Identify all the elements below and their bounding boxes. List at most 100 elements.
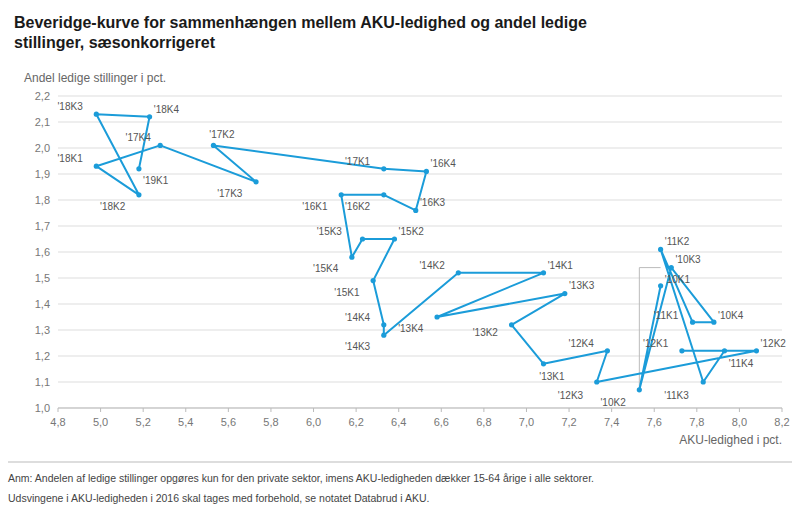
point-label: '15K2 [399, 226, 425, 237]
point-label: '14K1 [548, 260, 574, 271]
point [658, 283, 663, 288]
x-tick [569, 408, 570, 412]
y-tick-label: 2,1 [35, 116, 50, 128]
point-label: '18K3 [57, 101, 83, 112]
point [381, 166, 386, 171]
point-label: '14K4 [345, 312, 371, 323]
plot-area [94, 112, 759, 393]
y-tick-label: 1,1 [35, 376, 50, 388]
x-tick [526, 408, 527, 412]
point-label: '16K1 [302, 201, 328, 212]
point [136, 166, 141, 171]
point [136, 192, 141, 197]
point-label: '14K3 [345, 341, 371, 352]
x-tick-label: 7,0 [519, 416, 534, 428]
x-tick-label: 8,2 [774, 416, 789, 428]
point [434, 314, 439, 319]
point [94, 112, 99, 117]
point [509, 322, 514, 327]
point-label: '16K4 [431, 158, 457, 169]
x-tick [654, 408, 655, 412]
point-label: '15K3 [317, 226, 343, 237]
x-tick-label: 5,6 [221, 416, 236, 428]
point-label: '10K1 [665, 274, 691, 285]
point [605, 348, 610, 353]
point-label: '12K4 [568, 338, 594, 349]
grid [58, 96, 782, 408]
grid-line [58, 252, 782, 253]
x-tick [58, 408, 59, 412]
x-axis-line [58, 408, 782, 409]
x-tick-label: 7,2 [561, 416, 576, 428]
point-label: '12K3 [558, 390, 584, 401]
x-tick-label: 5,4 [178, 416, 193, 428]
point [381, 333, 386, 338]
point-label: '17K4 [125, 132, 151, 143]
y-tick-label: 2,2 [35, 90, 50, 102]
point [349, 255, 354, 260]
point-label: '12K2 [761, 338, 787, 349]
point [658, 247, 663, 252]
point-label: '15K4 [313, 263, 339, 274]
y-tick-label: 1,7 [35, 220, 50, 232]
point [711, 320, 716, 325]
grid-line [58, 96, 782, 97]
x-tick [696, 408, 697, 412]
point [722, 348, 727, 353]
point-label: '16K2 [345, 201, 371, 212]
y-tick-label: 1,9 [35, 168, 50, 180]
point [381, 192, 386, 197]
x-tick [356, 408, 357, 412]
y-tick-label: 2,0 [35, 142, 50, 154]
point-label: '15K1 [334, 287, 360, 298]
grid-line [58, 356, 782, 357]
point-label: '12K1 [643, 338, 669, 349]
point [424, 169, 429, 174]
point-label: '11K1 [654, 310, 679, 321]
x-tick-label: 6,2 [348, 416, 363, 428]
x-tick-label: 6,8 [476, 416, 491, 428]
point [392, 236, 397, 241]
point-label: '10K3 [675, 254, 701, 265]
point-label: '13K4 [398, 323, 424, 334]
x-tick-label: 7,8 [689, 416, 704, 428]
y-tick-label: 1,3 [35, 324, 50, 336]
point [253, 179, 258, 184]
x-tick-label: 6,6 [434, 416, 449, 428]
y-axis-label: Andel ledige stillinger i pct. [24, 71, 166, 85]
point-label: '11K2 [665, 236, 690, 247]
point-label: '18K4 [154, 104, 180, 115]
y-tick-label: 1,6 [35, 246, 50, 258]
grid-line [58, 382, 782, 383]
point [211, 143, 216, 148]
x-tick-label: 7,4 [604, 416, 619, 428]
point [679, 348, 684, 353]
x-axis-label: AKU-ledighed i pct. [679, 433, 782, 447]
point [754, 348, 759, 353]
point-label: '17K2 [209, 129, 235, 140]
point-label: '17K1 [345, 156, 371, 167]
point [339, 192, 344, 197]
point-label: '18K2 [100, 201, 126, 212]
point-label: '13K1 [539, 371, 565, 382]
x-tick-label: 7,6 [647, 416, 662, 428]
point [94, 164, 99, 169]
point [541, 361, 546, 366]
point [690, 320, 695, 325]
x-tick [739, 408, 740, 412]
x-tick [228, 408, 229, 412]
y-tick-label: 1,0 [35, 402, 50, 414]
title: Beveridge-kurve for sammenhængen mellem … [14, 14, 587, 31]
point-label: '17K3 [217, 188, 243, 199]
x-tick [185, 408, 186, 412]
point [669, 265, 674, 270]
x-tick [441, 408, 442, 412]
point-labels: '10K1'10K2'10K3'10K4'11K1'11K2'11K3'11K4… [57, 101, 786, 408]
x-tick-label: 5,0 [93, 416, 108, 428]
point [158, 143, 163, 148]
x-tick [782, 408, 783, 412]
point [360, 236, 365, 241]
point [541, 270, 546, 275]
point [413, 208, 418, 213]
bracket-line [639, 268, 640, 390]
